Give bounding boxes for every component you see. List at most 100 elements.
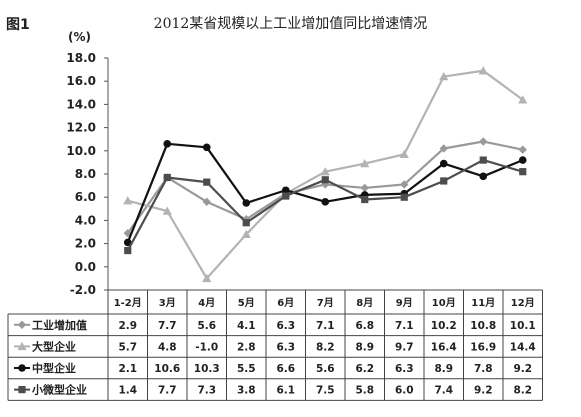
data-point — [360, 183, 369, 193]
data-point — [320, 167, 330, 176]
table-cell: 7.4 — [434, 385, 453, 397]
x-category-label: 11月 — [471, 297, 495, 309]
x-category-label: 6月 — [277, 297, 294, 309]
legend-label: 大型企业 — [32, 339, 76, 353]
table-cell: 10.2 — [431, 320, 457, 332]
legend-marker — [17, 320, 27, 329]
data-point — [400, 193, 408, 201]
table-cell: 7.7 — [158, 385, 177, 397]
data-point — [123, 196, 133, 205]
table-cell: 2.1 — [118, 363, 137, 375]
data-point — [440, 177, 448, 185]
chart-title: 2012某省规模以上工业增加值同比增速情况 — [153, 16, 428, 32]
x-category-label: 9月 — [396, 297, 413, 309]
series-2 — [123, 66, 528, 283]
table-cell: 14.4 — [510, 341, 536, 353]
series-1 — [123, 137, 527, 238]
data-point — [518, 156, 527, 164]
data-point — [202, 143, 211, 152]
data-point — [399, 149, 409, 158]
table-cell: 7.3 — [197, 385, 216, 397]
table-cell: 6.8 — [355, 320, 374, 332]
data-point — [203, 178, 211, 186]
legend-marker — [17, 341, 27, 351]
table-cell: 6.3 — [276, 320, 295, 332]
legend-marker — [18, 386, 26, 394]
data-point — [400, 180, 409, 189]
table-row: 大型企业 5.7 4.8 -1.0 2.8 6.3 8.2 8.9 9.7 16.4 16.9 14.… — [14, 339, 536, 353]
data-point — [479, 172, 488, 181]
y-tick-label: 4.0 — [75, 213, 96, 227]
table-cell: 6.1 — [276, 385, 295, 397]
table-cell: 5.5 — [237, 363, 256, 375]
table-cell: 7.1 — [316, 320, 335, 332]
table-row: 工业增加值 2.9 7.7 5.6 4.1 6.3 7.1 6.8 7.1 10.2 10.8 10.… — [14, 318, 536, 332]
data-point — [242, 199, 251, 207]
y-tick-label: -2.0 — [70, 283, 96, 297]
y-tick-label: 0.0 — [75, 260, 96, 274]
x-category-label: 7月 — [317, 297, 334, 309]
data-point — [478, 66, 488, 75]
table-cell: 4.8 — [158, 341, 177, 353]
data-point — [321, 198, 330, 206]
y-tick-label: 14.0 — [66, 97, 96, 111]
x-category-label: 12月 — [511, 297, 535, 309]
series-4 — [124, 156, 527, 255]
y-axis-unit: (%) — [68, 30, 91, 44]
y-tick-label: 18.0 — [66, 51, 96, 65]
table-cell: 6.3 — [395, 363, 414, 375]
data-point — [361, 195, 369, 204]
data-point — [123, 238, 132, 247]
figure-label: 图1 — [6, 17, 30, 33]
legend-label: 小微型企业 — [31, 383, 87, 397]
legend-label: 工业增加值 — [32, 318, 87, 332]
x-category-label: 10月 — [432, 297, 456, 309]
table-cell: 9.2 — [513, 363, 532, 375]
data-point — [439, 144, 448, 153]
y-tick-label: 6.0 — [75, 190, 96, 204]
table-cell: 7.5 — [316, 385, 335, 397]
data-point — [282, 192, 290, 200]
data-point — [242, 219, 250, 227]
table-cell: 7.8 — [474, 363, 493, 375]
y-tick-label: 10.0 — [66, 144, 96, 158]
table-cell: 6.2 — [355, 363, 374, 375]
data-point — [281, 186, 290, 195]
table-cell: 2.9 — [118, 320, 137, 332]
table-cell: 8.2 — [513, 385, 532, 397]
data-point — [479, 137, 488, 146]
table-row: 小微型企业 1.4 7.7 7.3 3.8 6.1 7.5 5.8 6.0 7.4 9.2 8.2 — [14, 383, 532, 397]
x-category-label: 4月 — [198, 297, 215, 309]
data-point — [162, 206, 172, 215]
y-tick-label: 12.0 — [66, 121, 96, 135]
legend-label: 中型企业 — [32, 361, 76, 375]
x-category-label: 8月 — [356, 297, 373, 309]
table-cell: -1.0 — [195, 341, 218, 353]
table-cell: 9.2 — [474, 385, 493, 397]
series-3 — [123, 140, 527, 247]
table-cell: 10.6 — [154, 363, 180, 375]
data-point — [439, 71, 449, 81]
table-cell: 7.7 — [158, 320, 177, 332]
data-point — [360, 158, 370, 168]
data-point — [202, 197, 211, 207]
table-cell: 10.8 — [470, 320, 496, 332]
table-cell: 16.9 — [470, 341, 496, 353]
data-point — [124, 246, 132, 255]
table-cell: 6.3 — [276, 341, 295, 353]
data-point — [321, 180, 330, 189]
data-point — [479, 156, 487, 164]
data-point — [123, 228, 132, 238]
table-cell: 1.4 — [118, 385, 137, 397]
x-category-label: 3月 — [159, 297, 176, 309]
legend-marker — [18, 364, 26, 372]
table-cell: 9.7 — [395, 341, 414, 353]
series-line — [126, 142, 524, 243]
data-point — [519, 168, 527, 176]
table-cell: 5.6 — [316, 363, 335, 375]
table-cell: 5.8 — [355, 385, 374, 397]
table-cell: 5.6 — [197, 320, 216, 332]
table-cell: 8.2 — [316, 341, 335, 353]
